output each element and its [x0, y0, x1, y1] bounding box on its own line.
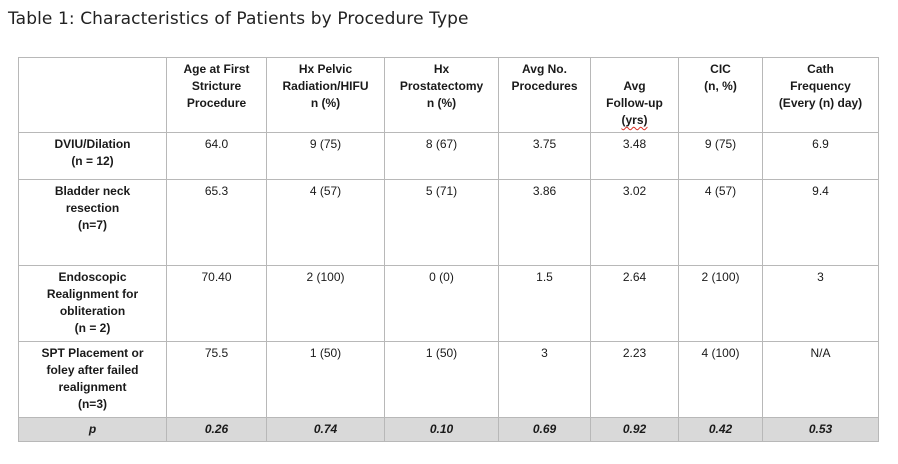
- table-cell: 65.3: [166, 179, 267, 266]
- row-label: Bladder neck resection (n=7): [18, 179, 167, 266]
- header-hx-prostatectomy: Hx Prostatectomy n (%): [384, 57, 499, 133]
- table-cell: N/A: [762, 341, 879, 418]
- p-value-cell: 0.74: [266, 417, 385, 442]
- table-row: Endoscopic Realignment for obliteration …: [18, 265, 879, 342]
- header-row: Age at First Stricture Procedure Hx Pelv…: [18, 57, 879, 133]
- table-cell: 2.23: [590, 341, 679, 418]
- p-value-cell: 0.26: [166, 417, 267, 442]
- header-cell-blank: [18, 57, 167, 133]
- table-cell: 1.5: [498, 265, 591, 342]
- row-label: SPT Placement or foley after failed real…: [18, 341, 167, 418]
- header-avg-followup: Avg Follow-up (yrs): [590, 57, 679, 133]
- header-cic: CIC (n, %): [678, 57, 763, 133]
- table-cell: 3: [762, 265, 879, 342]
- header-avg-followup-label: Avg Follow-up: [606, 79, 663, 110]
- table-cell: 6.9: [762, 132, 879, 180]
- header-avg-followup-unit: (yrs): [621, 113, 648, 127]
- table-cell: 2 (100): [266, 265, 385, 342]
- p-value-cell: 0.42: [678, 417, 763, 442]
- row-label: DVIU/Dilation (n = 12): [18, 132, 167, 180]
- table-cell: 1 (50): [266, 341, 385, 418]
- table-cell: 75.5: [166, 341, 267, 418]
- p-value-cell: 0.10: [384, 417, 499, 442]
- table-cell: 4 (57): [266, 179, 385, 266]
- table-cell: 5 (71): [384, 179, 499, 266]
- table-cell: 3.48: [590, 132, 679, 180]
- table-cell: 3.86: [498, 179, 591, 266]
- p-value-cell: 0.69: [498, 417, 591, 442]
- table-cell: 3: [498, 341, 591, 418]
- table-cell: 2.64: [590, 265, 679, 342]
- table-cell: 70.40: [166, 265, 267, 342]
- table-cell: 1 (50): [384, 341, 499, 418]
- table-cell: 3.02: [590, 179, 679, 266]
- header-hx-pelvic-radiation: Hx Pelvic Radiation/HIFU n (%): [266, 57, 385, 133]
- table-cell: 4 (100): [678, 341, 763, 418]
- header-cath-frequency: Cath Frequency (Every (n) day): [762, 57, 879, 133]
- table-row: Bladder neck resection (n=7) 65.3 4 (57)…: [18, 179, 879, 266]
- p-value-row: p 0.26 0.74 0.10 0.69 0.92 0.42 0.53: [18, 417, 879, 442]
- p-value-label: p: [18, 417, 167, 442]
- table-cell: 9.4: [762, 179, 879, 266]
- header-age: Age at First Stricture Procedure: [166, 57, 267, 133]
- header-avg-procedures: Avg No. Procedures: [498, 57, 591, 133]
- p-value-cell: 0.92: [590, 417, 679, 442]
- table-cell: 4 (57): [678, 179, 763, 266]
- p-value-cell: 0.53: [762, 417, 879, 442]
- row-label: Endoscopic Realignment for obliteration …: [18, 265, 167, 342]
- table-cell: 3.75: [498, 132, 591, 180]
- table-cell: 0 (0): [384, 265, 499, 342]
- table-cell: 9 (75): [678, 132, 763, 180]
- table-row: DVIU/Dilation (n = 12) 64.0 9 (75) 8 (67…: [18, 132, 879, 180]
- table-cell: 64.0: [166, 132, 267, 180]
- table-title: Table 1: Characteristics of Patients by …: [8, 9, 469, 29]
- table-cell: 9 (75): [266, 132, 385, 180]
- table-row: SPT Placement or foley after failed real…: [18, 341, 879, 418]
- table-cell: 8 (67): [384, 132, 499, 180]
- table-cell: 2 (100): [678, 265, 763, 342]
- patient-characteristics-table: Age at First Stricture Procedure Hx Pelv…: [18, 57, 879, 442]
